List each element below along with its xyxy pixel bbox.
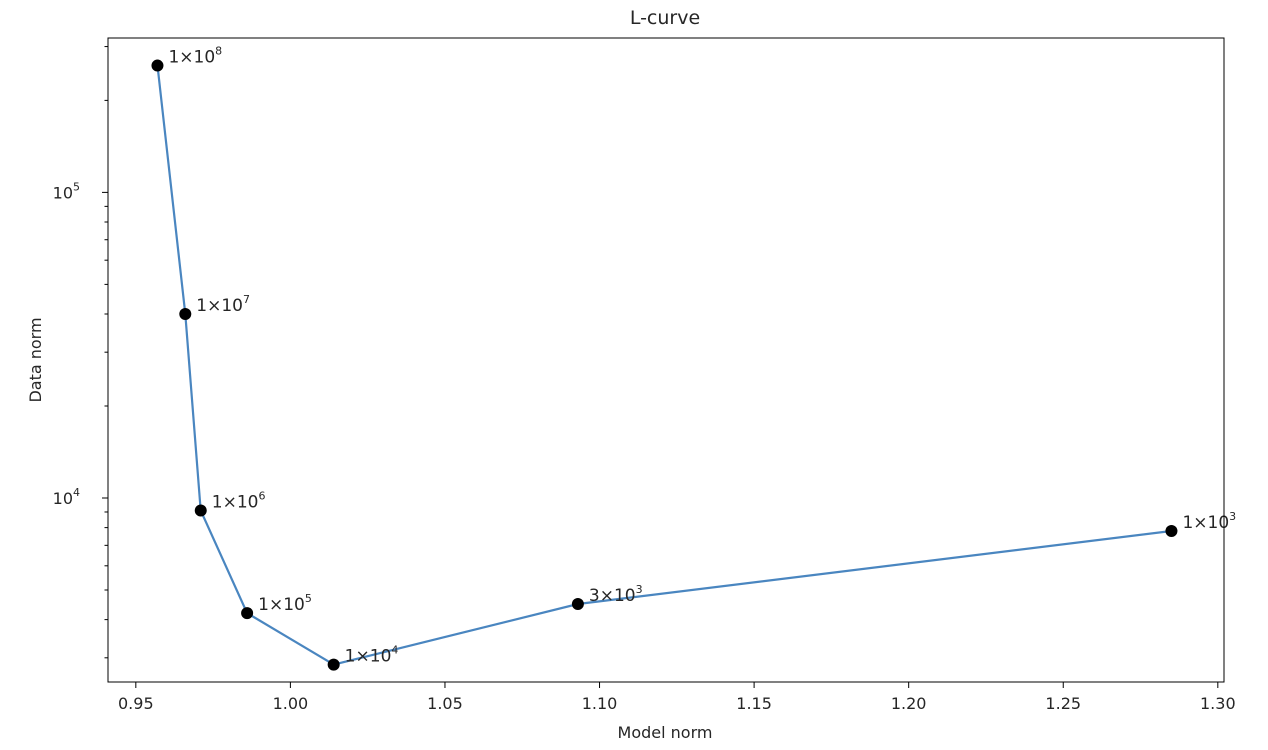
y-tick-exponent: 4	[73, 486, 80, 499]
plot-frame	[107, 37, 1225, 683]
point-label-coefficient: 1	[258, 595, 269, 615]
point-label-base: 10	[283, 595, 305, 615]
point-label-exponent: 4	[391, 644, 398, 657]
point-label-coefficient: 1	[212, 493, 223, 513]
point-label-times: ×	[1193, 513, 1207, 533]
point-label-coefficient: 1	[168, 48, 179, 68]
point-label-times: ×	[223, 493, 237, 513]
y-tick-label: 104	[53, 486, 80, 508]
data-point-marker	[151, 59, 164, 72]
data-point-label: 1×107	[196, 293, 250, 316]
data-point-marker	[327, 658, 340, 671]
y-tick-label: 105	[53, 180, 80, 202]
point-label-times: ×	[179, 48, 193, 68]
point-label-base: 10	[370, 647, 392, 667]
data-point-label: 1×104	[345, 644, 399, 667]
y-tick-exponent: 5	[73, 180, 80, 193]
x-axis-label: Model norm	[618, 723, 713, 742]
point-label-exponent: 6	[258, 490, 265, 503]
x-tick-label: 1.30	[1200, 694, 1236, 713]
x-tick-label: 1.05	[427, 694, 463, 713]
data-point-label: 1×105	[258, 592, 312, 615]
data-point-marker	[194, 504, 207, 517]
l-curve-line	[156, 65, 1172, 666]
chart-title: L-curve	[630, 7, 700, 29]
x-tick-label: 0.95	[118, 694, 154, 713]
x-tick-label: 1.10	[582, 694, 618, 713]
x-tick-label: 1.00	[273, 694, 309, 713]
data-point-marker	[1165, 524, 1178, 537]
point-label-coefficient: 1	[345, 647, 356, 667]
point-label-coefficient: 3	[589, 586, 600, 606]
point-label-coefficient: 1	[1182, 513, 1193, 533]
point-label-exponent: 3	[1229, 510, 1236, 523]
x-tick-label: 1.20	[891, 694, 927, 713]
point-label-times: ×	[269, 595, 283, 615]
point-label-base: 10	[1208, 513, 1230, 533]
data-point-marker	[571, 597, 584, 610]
point-label-times: ×	[600, 586, 614, 606]
point-label-times: ×	[207, 296, 221, 316]
point-label-exponent: 8	[215, 45, 222, 58]
x-tick-label: 1.15	[736, 694, 772, 713]
data-point-marker	[179, 308, 192, 320]
point-label-exponent: 5	[305, 592, 312, 605]
point-label-times: ×	[356, 647, 370, 667]
point-label-base: 10	[614, 586, 636, 606]
point-label-base: 10	[221, 296, 243, 316]
data-point-label: 3×103	[589, 583, 643, 606]
data-point-label: 1×106	[212, 490, 266, 513]
point-label-exponent: 7	[243, 293, 250, 306]
data-point-marker	[241, 607, 254, 620]
x-axis: 0.95 1.00 1.05 1.10 1.15 1.20 1.25 1.30	[118, 682, 1236, 713]
x-tick-label: 1.25	[1045, 694, 1081, 713]
point-label-base: 10	[194, 48, 216, 68]
y-tick-base: 10	[53, 183, 73, 202]
point-label-base: 10	[237, 493, 259, 513]
y-tick-base: 10	[53, 489, 73, 508]
point-label-exponent: 3	[636, 583, 643, 596]
data-point-label: 1×103	[1182, 510, 1236, 533]
y-axis-label: Data norm	[26, 317, 45, 402]
point-label-coefficient: 1	[196, 296, 207, 316]
data-point-label: 1×108	[168, 45, 222, 68]
